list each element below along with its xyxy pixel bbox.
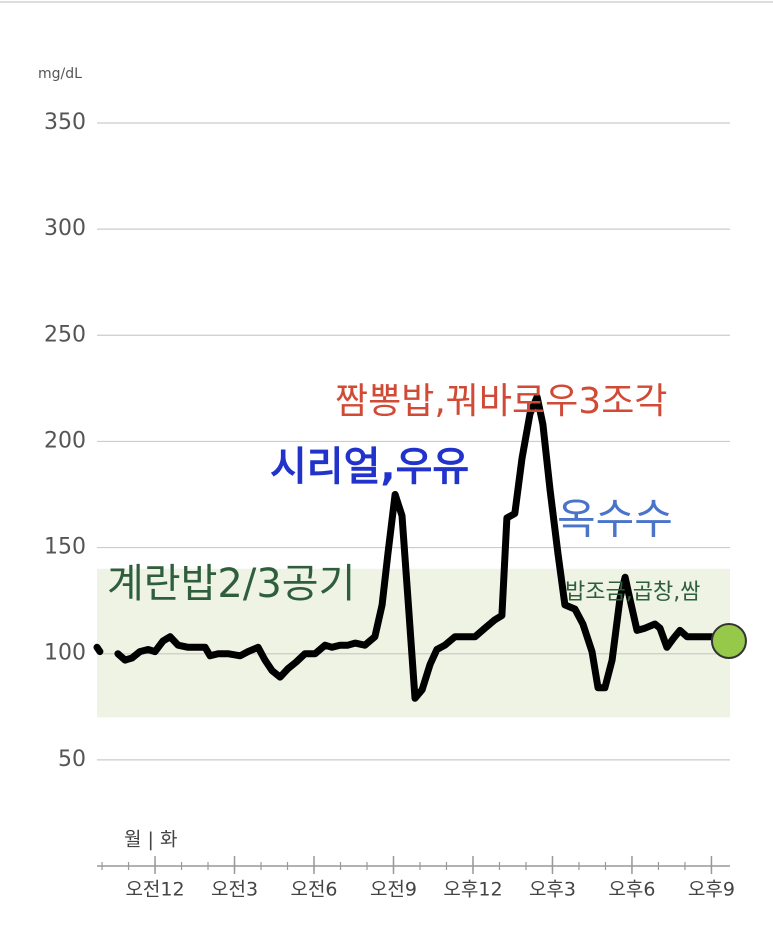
x-tick-label: 오전3 [211, 879, 258, 901]
y-tick-label: 50 [58, 747, 86, 772]
y-tick-label: 300 [44, 216, 86, 241]
y-tick-label: 350 [44, 110, 86, 135]
annotation: 옥수수 [557, 495, 673, 544]
glucose-line [93, 393, 716, 702]
annotation: 짬뽕밥,꿔바로우3조각 [335, 381, 667, 422]
x-tick-label: 오전9 [370, 879, 417, 901]
y-tick-label: 150 [44, 535, 86, 560]
annotation: 밥조금,곱창,쌈 [565, 580, 700, 605]
current-marker [710, 622, 747, 659]
y-tick-label: 250 [44, 322, 86, 347]
x-tick-label: 오후6 [608, 879, 655, 901]
annotation: 시리얼,우유 [270, 444, 469, 490]
x-tick-label: 오후3 [529, 879, 576, 901]
x-tick-label: 오전6 [290, 879, 337, 901]
x-tick-label: 오후9 [688, 879, 735, 901]
y-tick-label: 200 [44, 428, 86, 453]
x-tick-label: 오후12 [443, 879, 502, 901]
x-tick-label: 오전12 [125, 879, 184, 901]
day-label: 월 | 화 [124, 829, 177, 851]
unit-label: mg/dL [38, 66, 82, 82]
annotation: 계란밥2/3공기 [107, 561, 355, 607]
y-tick-label: 100 [44, 641, 86, 666]
